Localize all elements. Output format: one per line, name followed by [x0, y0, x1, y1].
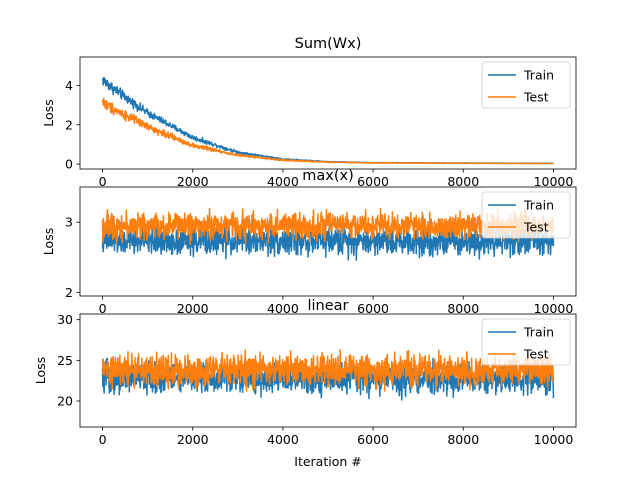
x-tick-label: 2000: [177, 174, 209, 189]
series-line-test: [101, 206, 555, 246]
legend-label-train: Train: [523, 68, 554, 83]
axes-frame: [79, 56, 577, 170]
y-tick-label: 25: [57, 353, 73, 368]
x-tick-label: 4000: [267, 174, 299, 189]
y-axis-label: Loss: [33, 357, 48, 384]
y-axis-label: Loss: [41, 228, 56, 255]
y-tick-label: 20: [57, 393, 73, 408]
x-tick-label: 4000: [267, 432, 299, 447]
y-tick-label: 4: [65, 78, 73, 93]
series-line-test: [101, 348, 555, 392]
x-tick-label: 0: [99, 432, 107, 447]
y-tick-label: 30: [57, 312, 73, 327]
y-tick-label: 2: [65, 285, 73, 300]
legend-label-test: Test: [523, 347, 549, 362]
x-tick-label: 10000: [534, 301, 574, 316]
x-tick-label: 6000: [357, 432, 389, 447]
x-tick-label: 10000: [534, 174, 574, 189]
x-tick-label: 10000: [534, 432, 574, 447]
subplot-title: Sum(Wx): [295, 36, 362, 52]
series-line-test: [101, 97, 554, 165]
legend: Train Test: [481, 61, 571, 109]
subplot-2: 0 2000 4000 6000 8000 1000023Lossmax(x)TrainT…: [41, 168, 577, 316]
x-tick-label: 2000: [177, 432, 209, 447]
x-tick-label: 4000: [267, 301, 299, 316]
y-tick-label: 0: [65, 157, 73, 172]
legend: Train Test: [481, 191, 571, 239]
x-tick-label: 8000: [447, 432, 479, 447]
x-tick-label: 8000: [447, 301, 479, 316]
plot-area: [101, 76, 554, 165]
legend-label-train: Train: [523, 198, 554, 213]
legend-label-train: Train: [523, 325, 554, 340]
x-tick-label: 6000: [357, 174, 389, 189]
x-tick-label: 8000: [447, 174, 479, 189]
y-tick-label: 2: [65, 117, 73, 132]
plot-area: [101, 206, 555, 261]
subplot-title: max(x): [302, 168, 354, 184]
legend-label-test: Test: [523, 220, 549, 235]
plot-area: [101, 348, 555, 401]
x-tick-label: 6000: [357, 301, 389, 316]
x-tick-label: 0: [99, 174, 107, 189]
legend: Train Test: [481, 318, 571, 366]
axes-frame: [79, 186, 577, 297]
y-axis-label: Loss: [41, 99, 56, 126]
series-line-train: [101, 220, 555, 261]
subplot-1: 0 2000 4000 6000 8000 10000 0 2 4 Loss Sum(Wx) Trai…: [41, 36, 577, 189]
x-tick-label: 0: [99, 301, 107, 316]
legend-label-test: Test: [523, 90, 549, 105]
x-axis-label: Iteration #: [294, 454, 361, 469]
subplot-title: linear: [307, 298, 348, 314]
y-tick-label: 3: [65, 215, 73, 230]
axes-frame: [79, 313, 577, 428]
subplot-3: 0 2000 4000 6000 8000 10000 20 25 30 Loss Iteratio…: [33, 298, 577, 469]
x-tick-label: 2000: [177, 301, 209, 316]
